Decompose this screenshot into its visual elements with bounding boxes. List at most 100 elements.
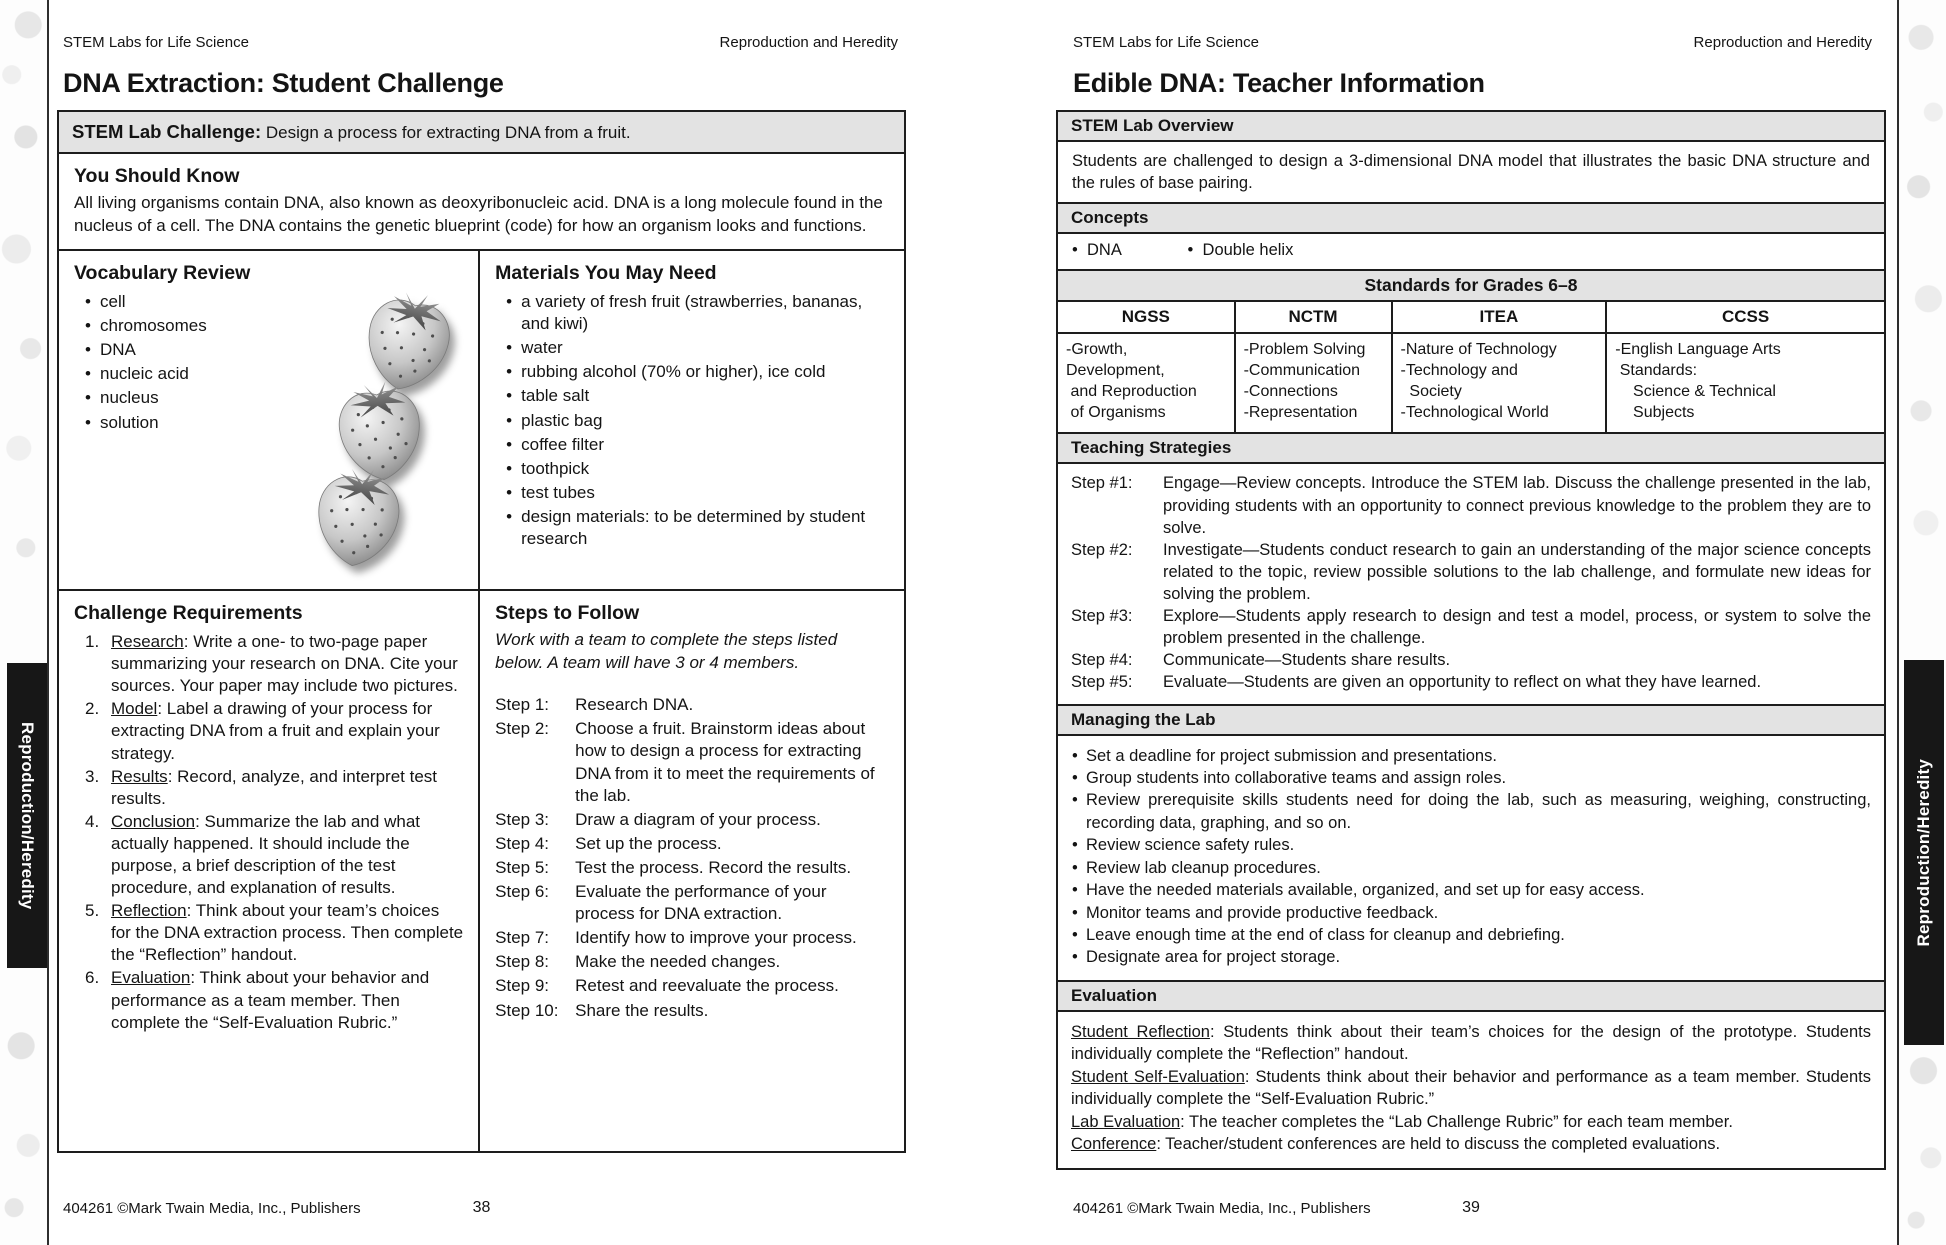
teacher-information-page: STEM Labs for Life Science Reproduction … (1056, 0, 1886, 1245)
steps-list: Step 1: Research DNA. Step 2: Choose a fru… (495, 694, 889, 1021)
page-title: DNA Extraction: Student Challenge (63, 68, 504, 98)
managing-item: Review science safety rules. (1071, 834, 1871, 857)
step-item: Step 4: Set up the process. (495, 833, 722, 853)
material-item: a variety of fresh fruit (strawberries, … (497, 291, 889, 335)
requirements-heading: Challenge Requirements (74, 602, 303, 625)
standards-cell-ccss: -English Language Arts Standards: Scienc… (1615, 341, 1781, 421)
material-item: toothpick (497, 458, 889, 480)
step-item: Step 3: Draw a diagram of your process. (495, 809, 821, 829)
page-title: Edible DNA: Teacher Information (1073, 68, 1485, 98)
step-item: Step 10: Share the results. (495, 1000, 709, 1020)
running-head: STEM Labs for Life Science Reproduction … (57, 0, 906, 51)
material-item: water (497, 337, 889, 359)
you-should-know-body: All living organisms contain DNA, also k… (74, 192, 883, 235)
chapter-title: Reproduction and Heredity (1693, 34, 1872, 51)
stem-lab-challenge-bar: STEM Lab Challenge: Design a process for… (59, 112, 904, 154)
right-margin-artwork (1897, 0, 1946, 1245)
requirements-section: Challenge Requirements 1. Research: Write… (59, 591, 481, 1152)
step-item: Step 2: Choose a fruit. Brainstorm ideas … (495, 719, 875, 805)
steps-heading: Steps to Follow (495, 602, 640, 625)
book-title: STEM Labs for Life Science (63, 34, 249, 51)
overview-text: Students are challenged to design a 3-di… (1072, 152, 1870, 193)
requirement-item: 4. Conclusion: Summarize the lab and what… (85, 811, 421, 898)
vocabulary-list: cell chromosomes DNA nucleic acid nucleu… (74, 291, 463, 434)
requirements-list: 1. Research: Write a one- to two-page pap… (74, 631, 463, 1034)
standards-cell-itea: -Nature of Technology -Technology and So… (1393, 334, 1608, 433)
teaching-step: Step #1: Engage—Review concepts. Introduc… (1071, 474, 1871, 537)
material-item: rubbing alcohol (70% or higher), ice col… (497, 361, 889, 383)
vocab-materials-row: Vocabulary Review cell chromosomes DNA n… (59, 249, 904, 590)
managing-item: Leave enough time at the end of class fo… (1071, 924, 1871, 947)
step-item: Step 8: Make the needed changes. (495, 952, 781, 972)
requirement-item: 1. Research: Write a one- to two-page pap… (85, 632, 458, 696)
right-chapter-tab-label: Reproduction/Heredity (1914, 758, 1933, 947)
left-margin-artwork (0, 0, 49, 1245)
standards-col-header: CCSS (1722, 307, 1770, 327)
standards-bar: Standards for Grades 6–8 (1058, 269, 1884, 303)
steps-intro: Work with a team to complete the steps l… (495, 630, 838, 672)
managing-lab-bar: Managing the Lab (1058, 703, 1884, 736)
materials-list: a variety of fresh fruit (strawberries, … (495, 291, 889, 550)
standards-col-header: NGSS (1058, 302, 1236, 333)
managing-item: Monitor teams and provide productive fee… (1071, 902, 1871, 925)
managing-item: Have the needed materials available, org… (1071, 879, 1871, 902)
chapter-title: Reproduction and Heredity (719, 34, 898, 51)
step-item: Step 5: Test the process. Record the resu… (495, 857, 852, 877)
you-should-know-section: You Should Know All living organisms con… (59, 154, 904, 249)
page-footer: 404261 ©Mark Twain Media, Inc., Publishe… (57, 1199, 906, 1217)
book-title: STEM Labs for Life Science (1073, 34, 1259, 51)
steps-section: Steps to Follow Work with a team to comp… (480, 591, 904, 1151)
requirement-item: 3. Results: Record, analyze, and interpre… (85, 766, 437, 808)
concepts-bar: Concepts (1058, 202, 1884, 235)
left-chapter-tab-label: Reproduction/Heredity (18, 721, 37, 910)
challenge-text: Design a process for extracting DNA from… (261, 123, 631, 142)
strawberries-illustration (312, 284, 458, 570)
you-should-know-heading: You Should Know (74, 165, 240, 187)
concept-item: DNA (1072, 241, 1121, 259)
material-item: test tubes (497, 482, 889, 504)
managing-item: Set a deadline for project submission an… (1071, 745, 1871, 768)
teaching-strategies-bar: Teaching Strategies (1058, 432, 1884, 465)
materials-section: Materials You May Need a variety of fres… (480, 251, 904, 589)
page-footer: 404261 ©Mark Twain Media, Inc., Publishe… (1056, 1199, 1886, 1217)
standards-header-row: NGSS NCTM ITEA CCSS (1058, 302, 1884, 335)
student-challenge-page: STEM Labs for Life Science Reproduction … (57, 0, 906, 1245)
requirement-item: 2. Model: Label a drawing of your process… (85, 699, 440, 763)
standards-col-header: NCTM (1236, 302, 1393, 333)
requirement-item: 6. Evaluation: Think about your behavior … (85, 968, 430, 1032)
material-item: table salt (497, 385, 889, 407)
step-item: Step 7: Identify how to improve your proc… (495, 928, 857, 948)
right-chapter-tab: Reproduction/Heredity (1904, 660, 1944, 1045)
vocab-item: chromosomes (76, 315, 463, 337)
step-item: Step 6: Evaluate the performance of your … (495, 882, 827, 924)
teaching-step: Step #3: Explore—Students apply research … (1071, 607, 1871, 648)
managing-item: Review lab cleanup procedures. (1071, 857, 1871, 880)
vocab-item: DNA (76, 339, 463, 361)
managing-list: Set a deadline for project submission an… (1058, 736, 1884, 980)
concept-item: Double helix (1188, 241, 1294, 259)
teaching-steps-list: Step #1: Engage—Review concepts. Introduc… (1058, 464, 1884, 703)
standards-content-row: -Growth, Development, and Reproduction o… (1058, 334, 1884, 433)
evaluation-section: Student Reflection: Students think about… (1058, 1012, 1884, 1168)
vocab-item: nucleus (76, 387, 463, 409)
lab-box: STEM Lab Challenge: Design a process for… (57, 110, 906, 1154)
challenge-label: STEM Lab Challenge: (72, 121, 262, 142)
standards-col-header: ITEA (1393, 302, 1608, 333)
evaluation-item: Conference: Teacher/student conferences … (1071, 1135, 1721, 1154)
overview-bar: STEM Lab Overview (1058, 112, 1884, 142)
page-number: 38 (472, 1199, 491, 1216)
material-item: coffee filter (497, 434, 889, 456)
evaluation-bar: Evaluation (1058, 979, 1884, 1012)
vocabulary-heading: Vocabulary Review (74, 262, 251, 285)
material-item: plastic bag (497, 410, 889, 432)
step-item: Step 9: Retest and reevaluate the process… (495, 976, 839, 996)
vocab-item: nucleic acid (76, 363, 463, 385)
teacher-info-table: STEM Lab Overview Students are challenge… (1056, 110, 1886, 1170)
teaching-step: Step #5: Evaluate—Students are given an o… (1071, 673, 1762, 692)
concepts-row: DNA Double helix (1058, 234, 1884, 269)
left-chapter-tab: Reproduction/Heredity (7, 663, 47, 968)
vocab-item: cell (76, 291, 463, 313)
teaching-step: Step #2: Investigate—Students conduct res… (1071, 540, 1871, 603)
material-item: design materials: to be determined by st… (497, 506, 889, 550)
standards-cell-nctm: -Problem Solving -Communication -Connect… (1236, 334, 1393, 433)
